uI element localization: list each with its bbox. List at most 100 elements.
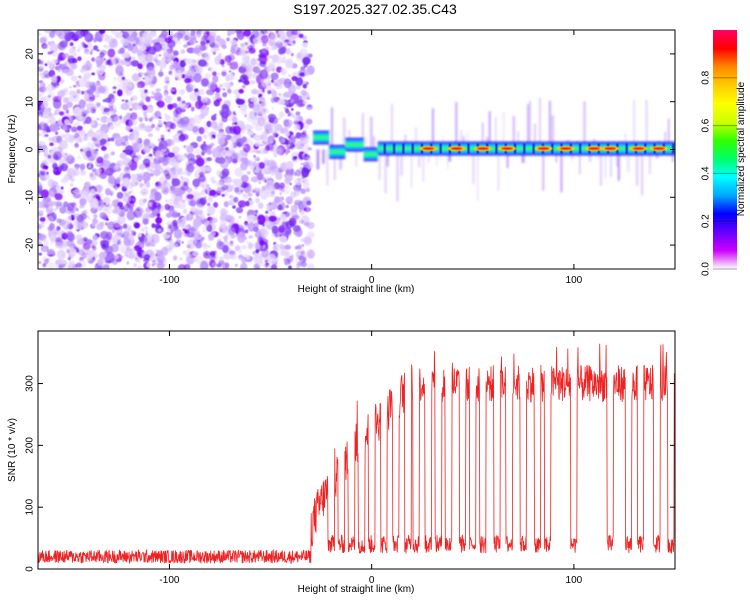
noise-speckle: [306, 200, 312, 206]
carrier-streak: [365, 136, 367, 150]
noise-speckle: [167, 224, 172, 229]
noise-speckle: [261, 49, 266, 53]
noise-speckle: [212, 51, 216, 55]
noise-speckle: [131, 95, 138, 101]
noise-speckle: [51, 40, 55, 44]
noise-speckle: [266, 207, 270, 211]
noise-speckle: [291, 53, 294, 57]
noise-speckle: [77, 44, 85, 51]
noise-speckle: [234, 187, 240, 193]
noise-speckle: [190, 106, 195, 112]
noise-speckle: [80, 107, 84, 111]
noise-speckle: [198, 175, 206, 183]
noise-speckle: [206, 39, 210, 44]
hotspot-core: [559, 146, 572, 151]
noise-speckle: [62, 220, 70, 230]
noise-speckle: [120, 255, 124, 258]
noise-speckle: [118, 115, 123, 120]
noise-speckle: [42, 247, 47, 252]
noise-speckle: [58, 111, 65, 116]
noise-speckle: [75, 207, 79, 212]
noise-speckle: [84, 49, 90, 55]
noise-speckle: [60, 186, 64, 190]
noise-speckle: [71, 216, 75, 221]
noise-speckle: [177, 63, 181, 66]
noise-speckle: [119, 152, 127, 160]
noise-speckle: [302, 178, 308, 184]
noise-speckle: [225, 107, 230, 111]
noise-speckle: [260, 228, 269, 239]
noise-speckle: [160, 137, 165, 141]
noise-speckle: [242, 192, 249, 200]
noise-speckle: [240, 43, 245, 48]
noise-speckle: [292, 156, 298, 160]
noise-speckle: [78, 76, 87, 88]
hotspot-core: [422, 146, 435, 151]
noise-speckle: [99, 231, 109, 240]
noise-speckle: [91, 137, 97, 142]
noise-speckle: [91, 72, 95, 76]
noise-speckle: [224, 147, 229, 151]
noise-speckle: [284, 244, 292, 250]
noise-speckle: [243, 143, 251, 153]
carrier-streak: [369, 116, 373, 150]
hotspot-core: [632, 146, 645, 151]
noise-speckle: [86, 239, 93, 245]
noise-speckle: [212, 75, 219, 83]
noise-speckle: [47, 154, 52, 159]
noise-speckle: [67, 57, 76, 64]
noise-speckle: [228, 70, 232, 73]
noise-speckle: [123, 223, 128, 229]
noise-speckle: [300, 89, 307, 96]
noise-speckle: [79, 213, 87, 220]
noise-speckle: [261, 186, 267, 191]
noise-speckle: [85, 116, 92, 124]
noise-speckle: [143, 111, 147, 117]
noise-speckle: [215, 157, 223, 164]
noise-speckle: [81, 90, 85, 95]
noise-speckle: [49, 210, 52, 214]
noise-speckle: [271, 190, 275, 195]
noise-speckle: [62, 53, 70, 59]
noise-speckle: [232, 116, 238, 123]
noise-speckle: [230, 48, 236, 54]
noise-speckle: [38, 85, 46, 96]
noise-speckle: [96, 223, 104, 231]
noise-speckle: [94, 129, 103, 140]
hotspot-core: [604, 146, 617, 151]
noise-speckle: [184, 34, 190, 41]
noise-speckle: [259, 69, 269, 80]
noise-speckle: [155, 217, 163, 224]
noise-speckle: [124, 149, 133, 156]
noise-speckle: [124, 89, 133, 96]
noise-speckle: [302, 56, 311, 65]
noise-speckle: [296, 95, 303, 101]
noise-speckle: [151, 78, 155, 82]
noise-speckle: [214, 93, 220, 100]
noise-speckle: [191, 34, 197, 39]
noise-speckle: [64, 152, 68, 157]
noise-speckle: [172, 50, 179, 56]
noise-speckle: [221, 64, 225, 68]
noise-speckle: [252, 36, 262, 45]
noise-speckle: [69, 42, 74, 47]
carrier-streak: [560, 149, 563, 193]
noise-speckle: [133, 222, 141, 229]
noise-speckle: [247, 115, 254, 123]
noise-speckle: [95, 219, 99, 224]
noise-speckle: [278, 111, 285, 118]
carrier-gap: [523, 143, 526, 154]
noise-speckle: [38, 58, 42, 65]
carrier-streak: [448, 149, 451, 162]
noise-speckle: [92, 223, 96, 227]
noise-speckle: [105, 188, 111, 196]
noise-speckle: [131, 73, 141, 82]
noise-speckle: [158, 54, 162, 57]
noise-speckle: [88, 85, 96, 94]
noise-speckle: [216, 187, 223, 194]
noise-speckle: [236, 98, 245, 105]
noise-speckle: [171, 174, 179, 179]
noise-speckle: [88, 164, 92, 169]
noise-speckle: [47, 41, 52, 46]
noise-speckle: [48, 205, 53, 210]
